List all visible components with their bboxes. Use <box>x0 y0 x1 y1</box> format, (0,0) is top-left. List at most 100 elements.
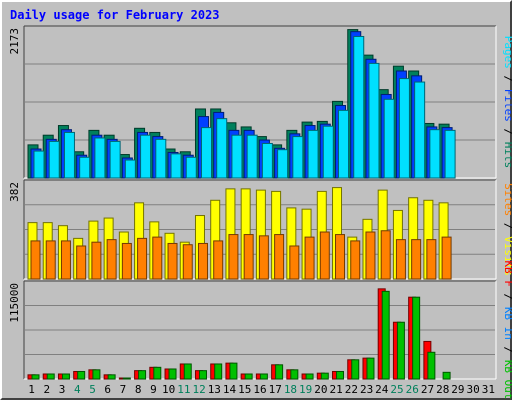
bar-kb-out <box>122 377 131 380</box>
bar-pages <box>33 150 45 179</box>
bar-pages <box>109 140 121 179</box>
day-label: 10 <box>162 383 175 396</box>
day-label: 27 <box>421 383 434 396</box>
bar-kb-out <box>214 363 223 380</box>
bar-pages <box>429 129 441 179</box>
legend-entry: KB F <box>502 260 512 287</box>
panel-kb-f-in-out: 115000 KB F / KB In / KB Out <box>8 260 512 399</box>
bar-sites <box>365 231 376 280</box>
bar-sites <box>91 241 102 280</box>
day-label: 14 <box>223 383 237 396</box>
y-axis-max-label: 2173 <box>8 28 21 55</box>
legend-separator: / <box>502 216 512 236</box>
day-label: 18 <box>284 383 297 396</box>
bar-sites <box>197 242 208 280</box>
bar-pages <box>414 81 426 179</box>
bar-kb-out <box>77 370 86 380</box>
day-label: 9 <box>150 383 157 396</box>
bar-sites <box>426 239 437 280</box>
series-legend: Sites / Visits <box>502 183 512 276</box>
legend-separator: / <box>502 340 512 360</box>
bar-sites <box>350 240 361 280</box>
legend-entry: Visits <box>502 236 512 276</box>
bar-sites <box>335 234 346 280</box>
bar-kb-out <box>290 369 299 380</box>
legend-separator: / <box>502 287 512 307</box>
day-label: 8 <box>135 383 142 396</box>
day-label: 22 <box>345 383 358 396</box>
bar-pages <box>63 131 75 179</box>
bar-pages <box>383 98 395 179</box>
day-label: 15 <box>238 383 251 396</box>
bar-kb-out <box>61 373 70 380</box>
day-label: 11 <box>177 383 190 396</box>
day-label: 4 <box>74 383 81 396</box>
bar-kb-out <box>46 373 55 380</box>
bar-kb-out <box>427 351 436 380</box>
bar-pages <box>246 134 258 179</box>
bar-kb-out <box>305 373 314 380</box>
bar-pages <box>200 127 212 179</box>
bar-sites <box>243 234 254 280</box>
legend-entry: Sites <box>502 183 512 216</box>
bar-pages <box>353 35 365 179</box>
bar-sites <box>213 240 224 280</box>
bar-pages <box>398 78 410 179</box>
bar-kb-out <box>412 296 421 380</box>
bar-kb-out <box>259 373 268 380</box>
day-label: 26 <box>406 383 419 396</box>
bar-sites <box>304 236 315 280</box>
bar-kb-out <box>396 321 405 380</box>
bar-sites <box>228 234 239 280</box>
day-label: 20 <box>314 383 327 396</box>
day-label: 17 <box>269 383 282 396</box>
bar-kb-out <box>366 357 375 380</box>
bar-kb-out <box>275 364 284 380</box>
day-label: 28 <box>436 383 449 396</box>
bar-pages <box>368 62 380 179</box>
bar-kb-out <box>442 371 451 380</box>
bar-sites <box>167 242 178 280</box>
bar-sites <box>411 239 422 280</box>
day-label: 1 <box>28 383 35 396</box>
day-label: 23 <box>360 383 373 396</box>
bar-kb-out <box>153 366 162 380</box>
day-label: 7 <box>120 383 127 396</box>
bar-pages <box>216 118 228 179</box>
panel-hits-files-pages: 2173 Pages / Files / Hits <box>8 25 512 179</box>
chart-title: Daily usage for February 2023 <box>10 8 220 22</box>
bar-pages <box>292 136 304 179</box>
day-label: 16 <box>253 383 266 396</box>
bar-pages <box>322 125 334 179</box>
day-label: 19 <box>299 383 312 396</box>
bar-pages <box>79 156 91 179</box>
bar-sites <box>258 235 269 280</box>
bar-pages <box>261 142 273 179</box>
day-label: 6 <box>104 383 111 396</box>
bar-sites <box>152 236 163 280</box>
bar-pages <box>170 153 182 179</box>
day-label: 29 <box>451 383 464 396</box>
bar-sites <box>30 240 41 280</box>
day-label: 5 <box>89 383 96 396</box>
bar-pages <box>48 140 60 179</box>
bar-pages <box>444 129 456 179</box>
bar-sites <box>76 245 87 280</box>
bar-pages <box>124 159 136 179</box>
legend-entry: KB Out <box>502 360 512 400</box>
bar-sites <box>289 245 300 280</box>
bar-sites <box>182 244 193 280</box>
day-labels: 1 2 3 4 5 6 7 8 9 10 11 12 13 14 15 16 17 18 19 20 21 22 23 24 2… <box>28 383 495 396</box>
y-axis-max-label: 382 <box>8 182 21 202</box>
bar-sites <box>441 236 452 280</box>
bar-sites <box>121 242 132 280</box>
bar-kb-out <box>381 290 390 380</box>
bar-sites <box>319 231 330 280</box>
bar-kb-out <box>183 363 192 380</box>
day-label: 25 <box>390 383 403 396</box>
legend-entry: Files <box>502 89 512 122</box>
bar-sites <box>60 240 71 280</box>
series-legend: KB F / KB In / KB Out <box>502 260 512 399</box>
